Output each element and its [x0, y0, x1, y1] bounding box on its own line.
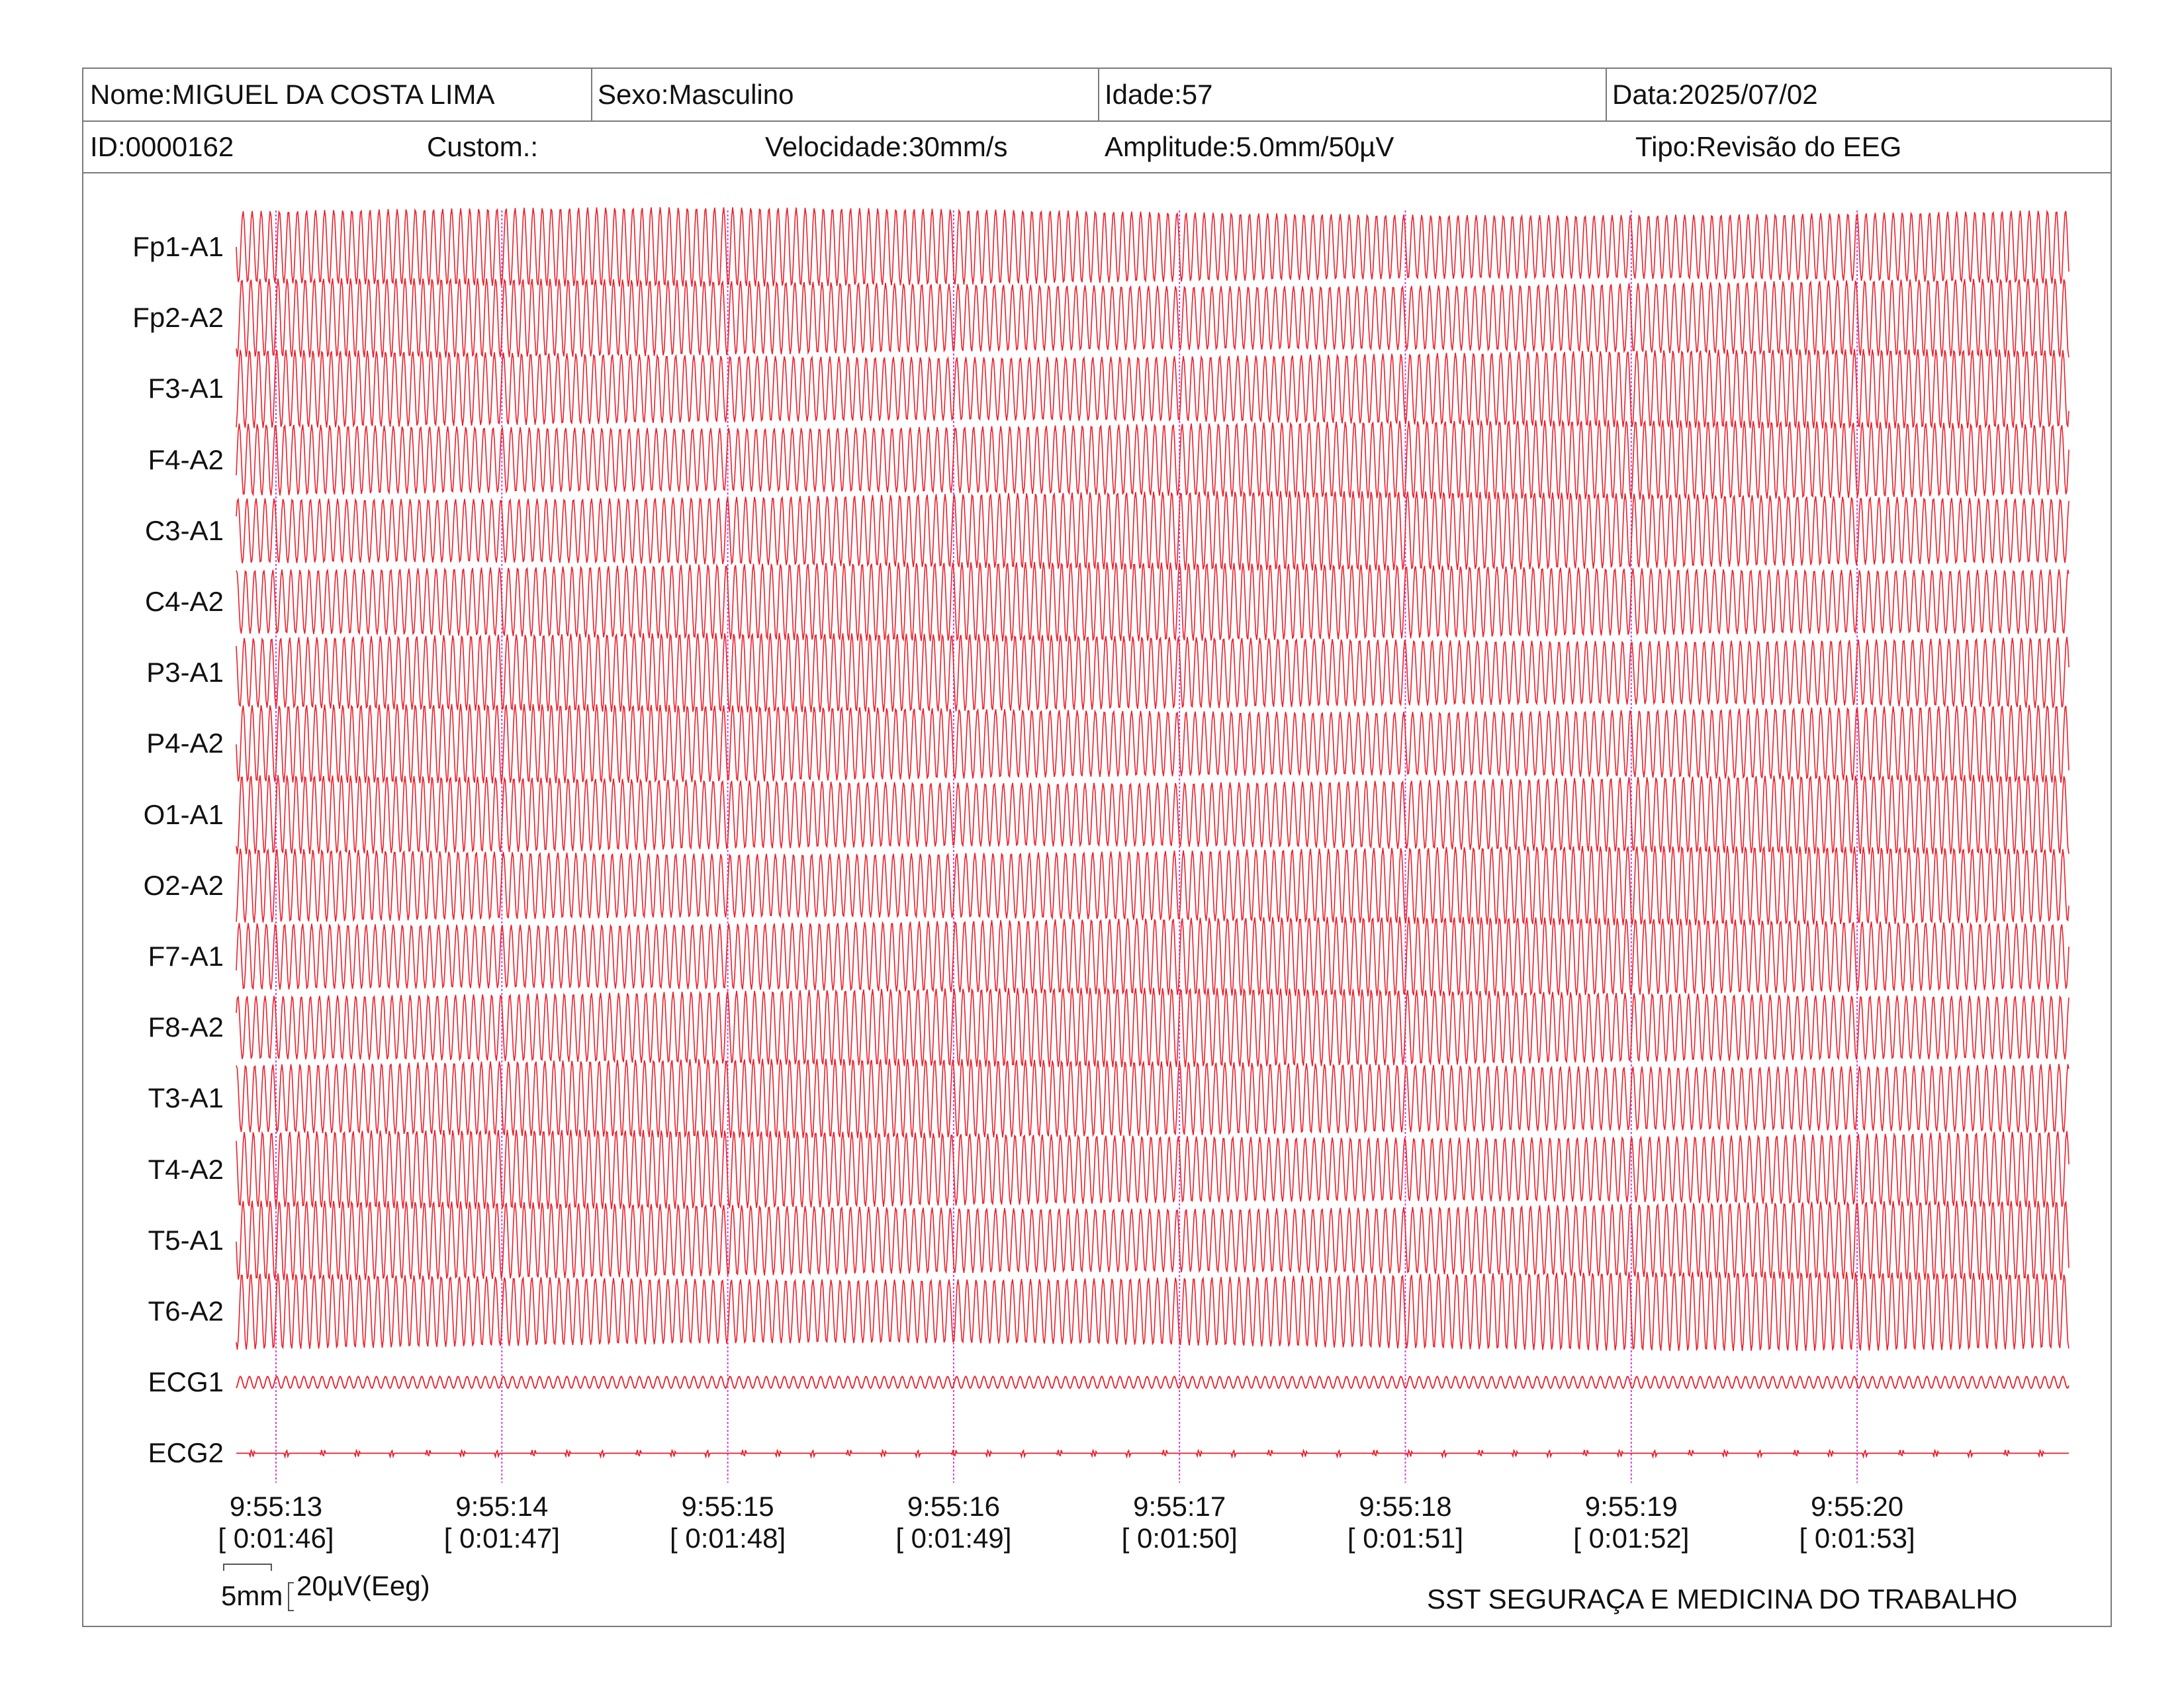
channel-label: F3-A1: [148, 373, 224, 404]
channel-waveform: [236, 1448, 2069, 1459]
time-mark-label: 9:55:17[ 0:01:50]: [1122, 1491, 1238, 1555]
channel-waveform: [236, 1375, 2070, 1389]
channel-waveform: [236, 561, 2070, 642]
channel-label: O1-A1: [143, 798, 224, 830]
channel-waveform: [236, 916, 2070, 997]
clock-time: 9:55:13: [229, 1491, 323, 1522]
clock-time: 9:55:15: [681, 1491, 774, 1522]
channel-label: C3-A1: [144, 514, 224, 546]
time-mark-label: 9:55:16[ 0:01:49]: [895, 1491, 1011, 1555]
channel-waveform: [236, 1271, 2070, 1352]
patient-name: Nome:MIGUEL DA COSTA LIMA: [90, 79, 495, 110]
channel-waveform: [236, 419, 2070, 500]
patient-sex: Sexo:Masculino: [598, 79, 794, 110]
channel-waveform: [236, 774, 2070, 855]
organization-name: SST SEGURAÇA E MEDICINA DO TRABALHO: [1427, 1583, 2018, 1615]
scale-time-label: 5mm: [221, 1580, 283, 1611]
time-mark-label: 9:55:18[ 0:01:51]: [1347, 1491, 1463, 1555]
elapsed-time: [ 0:01:51]: [1347, 1523, 1464, 1554]
waveform-layer: [236, 207, 2070, 1459]
clock-time: 9:55:19: [1584, 1491, 1678, 1522]
time-mark-label: 9:55:19[ 0:01:52]: [1573, 1491, 1689, 1555]
channel-label: F4-A2: [148, 444, 224, 475]
paper-speed: Velocidade:30mm/s: [765, 131, 1008, 162]
time-mark-label: 9:55:14[ 0:01:47]: [444, 1491, 560, 1555]
calibration-bracket-icon: [223, 1564, 294, 1611]
exam-date: Data:2025/07/02: [1612, 79, 1818, 110]
elapsed-time: [ 0:01:53]: [1799, 1523, 1915, 1554]
channel-label: T6-A2: [148, 1295, 224, 1327]
header-divider: [1098, 69, 1099, 120]
time-mark-label: 9:55:20[ 0:01:53]: [1799, 1491, 1915, 1555]
channel-waveform: [236, 704, 2070, 784]
channel-waveform: [236, 1129, 2070, 1210]
channel-waveform: [236, 1058, 2070, 1139]
channel-waveform: [236, 207, 2070, 287]
elapsed-time: [ 0:01:52]: [1573, 1523, 1690, 1554]
channel-label: F7-A1: [148, 941, 224, 972]
channel-label: F8-A2: [148, 1011, 224, 1043]
time-mark-label: 9:55:13[ 0:01:46]: [218, 1491, 334, 1555]
header-divider: [1606, 69, 1607, 120]
clock-time: 9:55:16: [907, 1491, 1000, 1522]
channel-label: P3-A1: [146, 657, 224, 688]
channel-label: T5-A1: [148, 1224, 224, 1256]
patient-id: ID:0000162: [90, 131, 234, 162]
channel-label: Fp2-A2: [132, 302, 224, 334]
channel-waveform: [236, 349, 2070, 429]
elapsed-time: [ 0:01:47]: [443, 1523, 560, 1554]
time-marker-layer: [275, 211, 1858, 1483]
channel-waveform: [236, 845, 2070, 925]
header-row-patient: Nome:MIGUEL DA COSTA LIMA Sexo:Masculino…: [83, 69, 2111, 122]
channel-label: T4-A2: [148, 1153, 224, 1185]
channel-label: O2-A2: [143, 869, 224, 901]
amplitude-setting: Amplitude:5.0mm/50µV: [1105, 131, 1394, 162]
clock-time: 9:55:20: [1811, 1491, 1904, 1522]
report-frame: Nome:MIGUEL DA COSTA LIMA Sexo:Masculino…: [82, 68, 2112, 1627]
channel-label: ECG2: [148, 1437, 224, 1469]
channel-waveform: [236, 491, 2070, 571]
clock-time: 9:55:18: [1359, 1491, 1452, 1522]
channel-waveform: [236, 987, 2070, 1068]
patient-age: Idade:57: [1105, 79, 1213, 110]
elapsed-time: [ 0:01:49]: [895, 1523, 1012, 1554]
time-mark-label: 9:55:15[ 0:01:48]: [670, 1491, 786, 1555]
channel-waveform: [236, 632, 2070, 713]
channel-label: C4-A2: [144, 586, 224, 617]
elapsed-time: [ 0:01:50]: [1121, 1523, 1238, 1554]
clock-time: 9:55:17: [1133, 1491, 1226, 1522]
channel-waveform: [236, 277, 2070, 358]
clock-time: 9:55:14: [455, 1491, 549, 1522]
exam-type: Tipo:Revisão do EEG: [1635, 131, 1902, 162]
channel-label: ECG1: [148, 1366, 224, 1398]
channel-label: Fp1-A1: [132, 231, 224, 262]
header-row-settings: ID:0000162 Custom.: Velocidade:30mm/s Am…: [83, 122, 2111, 173]
scale-amplitude-label: 20µV(Eeg): [296, 1570, 430, 1601]
header-divider: [591, 69, 592, 120]
channel-label: P4-A2: [146, 727, 224, 759]
channel-waveform: [236, 1200, 2070, 1280]
elapsed-time: [ 0:01:46]: [218, 1523, 334, 1554]
elapsed-time: [ 0:01:48]: [670, 1523, 786, 1554]
custom-field: Custom.:: [427, 131, 539, 162]
channel-label: T3-A1: [148, 1082, 224, 1114]
